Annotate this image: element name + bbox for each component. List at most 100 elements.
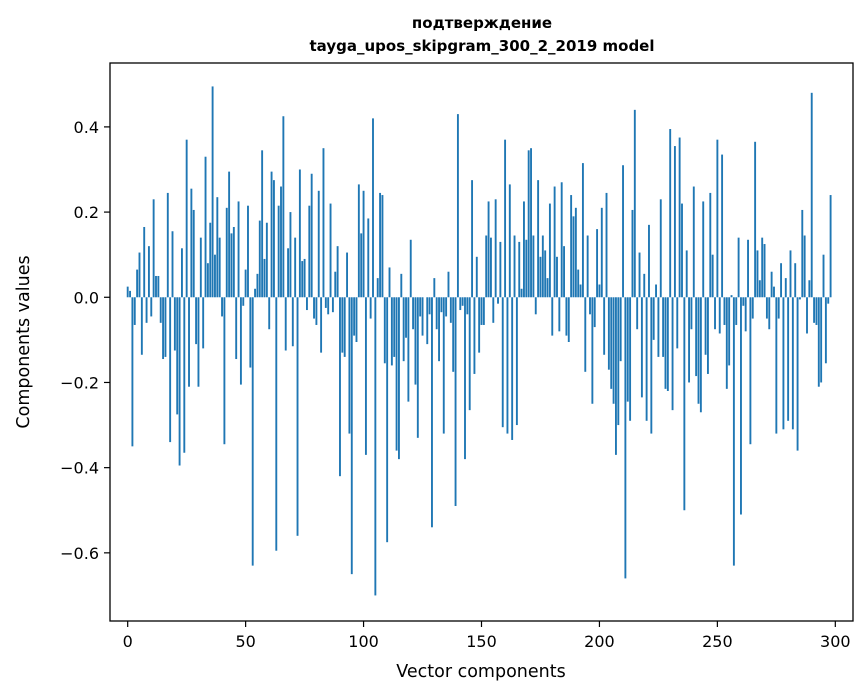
- bar-component-220: [645, 297, 648, 421]
- bar-component-157: [497, 297, 499, 304]
- bar-component-1: [129, 290, 131, 298]
- bar-component-236: [683, 297, 686, 511]
- bar-component-94: [348, 297, 351, 434]
- bar-component-118: [405, 297, 407, 338]
- bar-component-178: [546, 278, 549, 298]
- bar-component-180: [551, 297, 554, 336]
- bar-component-206: [612, 297, 615, 404]
- bar-component-175: [539, 256, 542, 298]
- bar-component-87: [331, 297, 334, 313]
- bar-component-39: [218, 237, 221, 298]
- bar-component-40: [221, 297, 223, 317]
- bar-component-134: [442, 297, 445, 434]
- bar-component-60: [268, 297, 271, 330]
- bar-component-221: [648, 224, 650, 298]
- bar-component-151: [482, 297, 485, 325]
- bar-component-181: [553, 186, 556, 298]
- bar-component-240: [692, 186, 695, 298]
- bar-component-159: [501, 297, 504, 428]
- bar-component-64: [277, 205, 280, 298]
- bar-component-65: [280, 186, 282, 298]
- bar-component-73: [298, 169, 301, 298]
- bar-component-36: [211, 86, 214, 298]
- bar-component-200: [598, 284, 601, 298]
- bar-component-169: [525, 239, 528, 298]
- bar-component-259: [737, 237, 740, 298]
- y-axis-label: Components values: [14, 255, 34, 428]
- bar-component-6: [140, 297, 143, 355]
- bar-component-76: [306, 297, 308, 311]
- bar-component-32: [202, 297, 205, 349]
- bar-component-196: [589, 297, 591, 315]
- bar-component-219: [643, 273, 646, 298]
- bar-component-121: [412, 297, 415, 330]
- bar-component-270: [763, 244, 766, 298]
- bar-component-92: [343, 297, 346, 357]
- bar-component-210: [622, 165, 624, 298]
- bar-component-291: [813, 297, 816, 323]
- bar-component-91: [341, 297, 344, 353]
- bar-component-294: [820, 297, 823, 383]
- bar-component-248: [711, 254, 714, 298]
- bar-component-186: [565, 297, 568, 336]
- bar-component-103: [369, 297, 372, 319]
- bar-component-173: [534, 297, 537, 315]
- bar-component-227: [662, 297, 665, 357]
- bar-component-80: [315, 297, 318, 325]
- bar-component-113: [393, 297, 396, 357]
- bar-component-287: [803, 235, 806, 298]
- bar-component-98: [357, 184, 360, 298]
- bar-component-50: [244, 269, 247, 298]
- bar-component-102: [367, 218, 370, 298]
- bar-component-182: [556, 256, 558, 298]
- bar-component-49: [242, 297, 245, 306]
- bar-component-19: [171, 231, 174, 298]
- bar-component-207: [615, 297, 617, 455]
- bar-component-16: [164, 297, 167, 357]
- bar-component-235: [681, 203, 683, 298]
- bar-component-161: [506, 297, 509, 434]
- bar-component-261: [742, 297, 745, 306]
- bar-component-296: [824, 297, 827, 364]
- bar-component-260: [740, 297, 742, 515]
- bar-component-18: [169, 297, 172, 443]
- bar-component-185: [563, 246, 565, 298]
- bar-component-279: [784, 278, 787, 298]
- bar-component-47: [237, 201, 240, 298]
- bar-component-154: [489, 237, 492, 298]
- bar-component-205: [610, 297, 613, 389]
- bar-component-23: [181, 248, 183, 298]
- bar-component-125: [421, 297, 424, 336]
- bar-component-170: [527, 150, 530, 298]
- bar-component-293: [817, 297, 820, 387]
- bar-component-226: [659, 199, 662, 298]
- bar-component-10: [150, 297, 153, 317]
- bar-component-183: [558, 297, 561, 332]
- bar-component-269: [761, 237, 764, 298]
- bar-component-250: [716, 139, 719, 298]
- bar-component-191: [577, 269, 580, 298]
- bar-component-2: [131, 297, 134, 447]
- bar-component-123: [416, 297, 419, 438]
- bar-component-234: [678, 137, 681, 298]
- bar-component-38: [216, 197, 219, 298]
- bar-component-33: [204, 156, 207, 298]
- bar-component-55: [256, 273, 259, 298]
- bar-component-30: [197, 297, 200, 387]
- bar-component-136: [447, 271, 450, 298]
- bar-component-286: [801, 209, 804, 298]
- bar-component-209: [619, 297, 622, 362]
- bar-component-211: [624, 297, 627, 579]
- bar-component-54: [254, 288, 257, 298]
- bar-component-138: [452, 297, 455, 372]
- bar-component-128: [428, 297, 431, 315]
- bar-component-133: [440, 297, 443, 313]
- bar-component-232: [673, 146, 676, 298]
- bar-component-28: [192, 209, 195, 298]
- bar-component-51: [247, 205, 249, 298]
- bar-component-150: [480, 297, 483, 325]
- x-tick-label: 50: [235, 632, 255, 651]
- bar-component-56: [258, 220, 261, 298]
- bar-component-274: [773, 286, 775, 298]
- bar-component-153: [487, 201, 490, 298]
